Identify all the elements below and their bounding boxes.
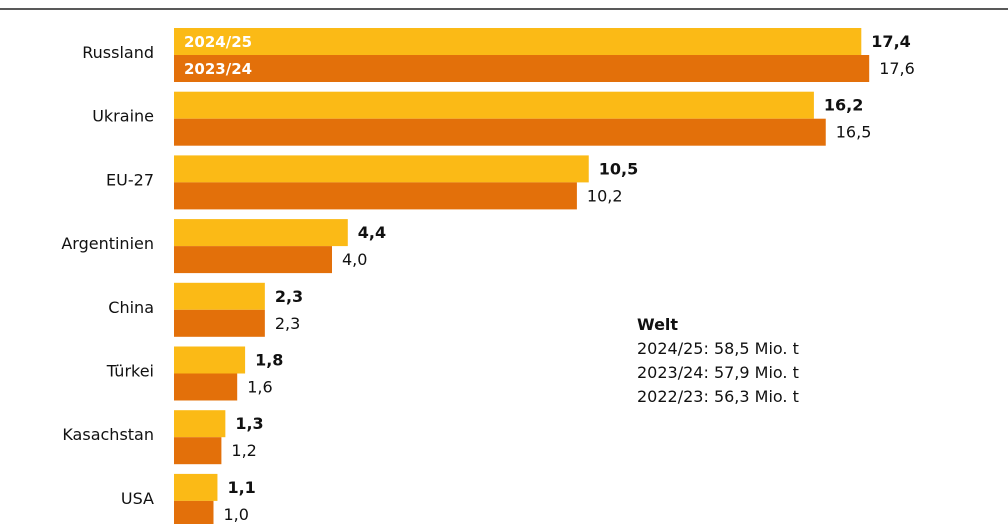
value-label: 2,3	[275, 314, 300, 333]
bar-2023/24	[174, 118, 826, 146]
category-label: EU-27	[106, 170, 154, 189]
legend-label-2023/24: 2023/24	[184, 60, 252, 78]
category-label: Kasachstan	[62, 425, 154, 444]
value-label: 4,0	[342, 250, 367, 269]
world-line-2023-24: 2023/24: 57,9 Mio. t	[637, 363, 799, 382]
category-label: China	[108, 298, 154, 317]
value-label: 17,6	[879, 59, 915, 78]
value-label: 4,4	[358, 223, 386, 242]
legend-label-2024/25: 2024/25	[184, 33, 252, 51]
category-label: Russland	[82, 43, 154, 62]
category-label: Türkei	[106, 362, 154, 381]
category-label: Ukraine	[92, 107, 154, 126]
world-title: Welt	[637, 315, 679, 334]
world-total-box: Welt 2024/25: 58,5 Mio. t 2023/24: 57,9 …	[637, 313, 799, 409]
bar-2023/24	[174, 309, 265, 337]
value-label: 1,6	[247, 378, 272, 397]
world-line-2024-25: 2024/25: 58,5 Mio. t	[637, 339, 799, 358]
bar-2024/25	[174, 473, 218, 501]
category-label: Argentinien	[61, 234, 154, 253]
value-label: 10,5	[599, 159, 638, 178]
bar-2024/25	[174, 28, 862, 55]
bar-2024/25	[174, 155, 589, 183]
bar-2023/24	[174, 437, 222, 465]
bar-2023/24	[174, 55, 870, 82]
value-label: 16,2	[824, 96, 863, 115]
bar-2023/24	[174, 500, 214, 524]
value-label: 1,8	[255, 351, 283, 370]
bar-2024/25	[174, 282, 265, 310]
bar-2024/25	[174, 346, 246, 374]
value-label: 1,1	[227, 478, 255, 497]
value-label: 2,3	[275, 287, 303, 306]
category-label: USA	[121, 489, 154, 508]
value-label: 16,5	[836, 123, 872, 142]
value-label: 1,0	[224, 505, 249, 524]
bar-2023/24	[174, 373, 238, 401]
bar-2023/24	[174, 182, 577, 210]
bar-2024/25	[174, 91, 814, 119]
value-label: 1,2	[231, 441, 256, 460]
value-label: 17,4	[871, 32, 910, 51]
bar-2024/25	[174, 219, 348, 247]
world-line-2022-23: 2022/23: 56,3 Mio. t	[637, 387, 799, 406]
bar-2024/25	[174, 410, 226, 438]
bar-2023/24	[174, 246, 332, 274]
value-label: 10,2	[587, 186, 623, 205]
value-label: 1,3	[235, 414, 263, 433]
